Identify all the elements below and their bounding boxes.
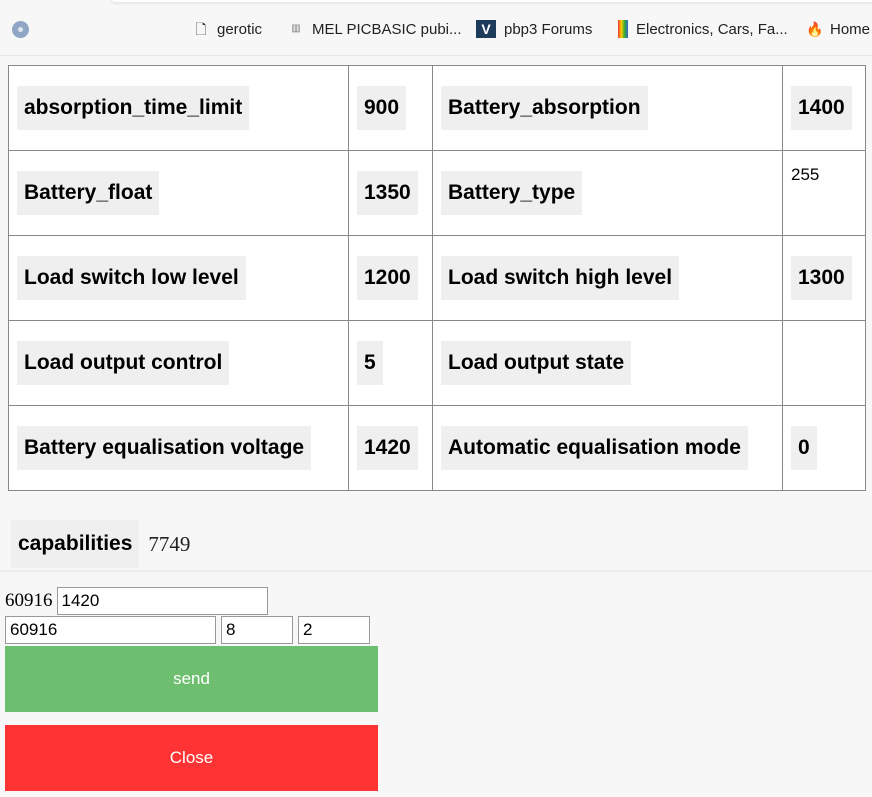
param-label: absorption_time_limit xyxy=(17,86,250,130)
cell: 1300 xyxy=(782,235,866,321)
table-row: Load output control 5 Load output state xyxy=(8,320,866,406)
param-value: 0 xyxy=(791,426,817,470)
param-label: Battery_float xyxy=(17,171,160,215)
divider xyxy=(0,570,872,572)
cell: Load output control xyxy=(8,320,349,406)
cell: absorption_time_limit xyxy=(8,65,349,151)
param-label: Load switch low level xyxy=(17,256,246,300)
file-icon: 🗋 xyxy=(195,21,207,37)
param-label: Battery equalisation voltage xyxy=(17,426,312,470)
cell: 900 xyxy=(348,65,433,151)
cell: Battery_absorption xyxy=(432,65,783,151)
capabilities-row: capabilities 7749 xyxy=(11,520,190,568)
bookmark-electronics[interactable]: Electronics, Cars, Fa... xyxy=(618,20,788,38)
bookmark-label: Home xyxy=(830,20,871,38)
bookmark-label: pbp3 Forums xyxy=(504,20,593,38)
extension-icon[interactable] xyxy=(12,21,29,38)
vbulletin-icon: V xyxy=(476,20,496,38)
param-value: 1420 xyxy=(357,426,418,470)
param-value: 255 xyxy=(782,150,866,236)
param-label: Load output state xyxy=(441,341,632,385)
settings-table: absorption_time_limit 900 Battery_absorp… xyxy=(8,65,866,491)
param-value: 1350 xyxy=(357,171,418,215)
address-input[interactable] xyxy=(5,616,216,644)
cell: Battery equalisation voltage xyxy=(8,405,349,491)
param-value: 1400 xyxy=(791,86,852,130)
field2-input[interactable] xyxy=(221,616,293,644)
shopping-bag-icon xyxy=(618,20,628,38)
bookmark-mel-picbasic[interactable]: ▥ MEL PICBASIC pubi... xyxy=(288,20,462,38)
param-value-empty xyxy=(782,320,866,406)
param-label: Battery_type xyxy=(441,171,583,215)
table-row: Load switch low level 1200 Load switch h… xyxy=(8,235,866,321)
capabilities-label: capabilities xyxy=(11,520,140,568)
param-value: 1300 xyxy=(791,256,852,300)
param-label: Load switch high level xyxy=(441,256,680,300)
bookmark-label: gerotic xyxy=(217,20,263,38)
address-bar-edge xyxy=(110,0,872,2)
capabilities-value: 7749 xyxy=(148,531,191,556)
param-value: 1200 xyxy=(357,256,418,300)
mel-icon: ▥ xyxy=(291,23,301,34)
cell: 1200 xyxy=(348,235,433,321)
table-row: Battery_float 1350 Battery_type 255 xyxy=(8,150,866,236)
cell: Load switch high level xyxy=(432,235,783,321)
bookmark-home[interactable]: 🔥 Home xyxy=(806,20,870,38)
param-label: Load output control xyxy=(17,341,230,385)
cell: Load output state xyxy=(432,320,783,406)
command-row xyxy=(5,616,370,644)
send-button[interactable]: send xyxy=(5,646,378,712)
value-row: 60916 xyxy=(5,587,268,615)
param-value: 5 xyxy=(357,341,383,385)
cell: 1350 xyxy=(348,150,433,236)
cell: Battery_float xyxy=(8,150,349,236)
bookmark-gerotic[interactable]: 🗋 gerotic xyxy=(193,20,262,38)
bookmark-label: MEL PICBASIC pubi... xyxy=(312,20,462,38)
field3-input[interactable] xyxy=(298,616,370,644)
register-label: 60916 xyxy=(5,590,53,611)
cell: Battery_type xyxy=(432,150,783,236)
cell: Load switch low level xyxy=(8,235,349,321)
cell: 0 xyxy=(782,405,866,491)
param-value: 900 xyxy=(357,86,407,130)
flame-icon: 🔥 xyxy=(806,21,824,37)
cell: 5 xyxy=(348,320,433,406)
param-label: Battery_absorption xyxy=(441,86,648,130)
divider xyxy=(0,55,872,56)
cell: 1400 xyxy=(782,65,866,151)
value-input[interactable] xyxy=(56,587,268,615)
table-row: absorption_time_limit 900 Battery_absorp… xyxy=(8,65,866,151)
table-row: Battery equalisation voltage 1420 Automa… xyxy=(8,405,866,491)
param-label: Automatic equalisation mode xyxy=(441,426,748,470)
cell: Automatic equalisation mode xyxy=(432,405,783,491)
bookmark-label: Electronics, Cars, Fa... xyxy=(636,20,788,38)
close-button[interactable]: Close xyxy=(5,725,378,791)
cell: 1420 xyxy=(348,405,433,491)
